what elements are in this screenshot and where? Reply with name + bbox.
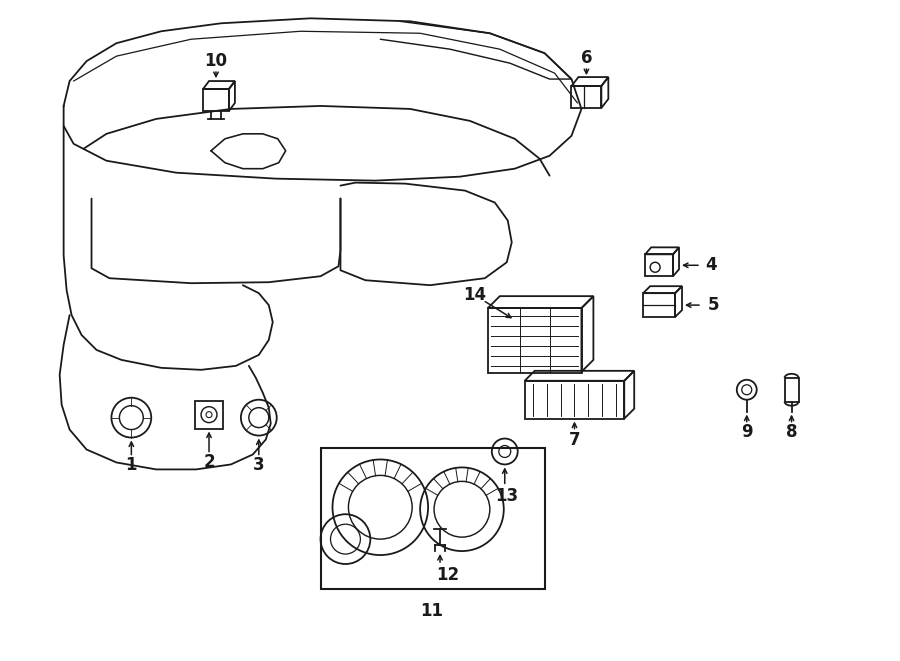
- Text: 5: 5: [708, 296, 720, 314]
- Text: 8: 8: [786, 422, 797, 441]
- Text: 7: 7: [569, 430, 580, 449]
- Text: 9: 9: [741, 422, 752, 441]
- Text: 1: 1: [126, 457, 137, 475]
- Text: 2: 2: [203, 453, 215, 471]
- Text: 3: 3: [253, 457, 265, 475]
- Text: 4: 4: [705, 256, 716, 274]
- Text: 13: 13: [495, 487, 518, 505]
- Bar: [785, 378, 798, 402]
- Bar: [644, 293, 675, 317]
- Bar: [195, 401, 223, 428]
- Bar: [203, 89, 229, 111]
- Text: 14: 14: [464, 286, 487, 304]
- Text: 10: 10: [204, 52, 228, 70]
- Text: 12: 12: [436, 566, 460, 584]
- Bar: [525, 381, 625, 418]
- Bar: [320, 447, 544, 589]
- Text: 6: 6: [580, 49, 592, 67]
- Bar: [488, 308, 582, 373]
- Bar: [572, 86, 601, 108]
- Bar: [645, 254, 673, 276]
- Text: 11: 11: [420, 602, 444, 620]
